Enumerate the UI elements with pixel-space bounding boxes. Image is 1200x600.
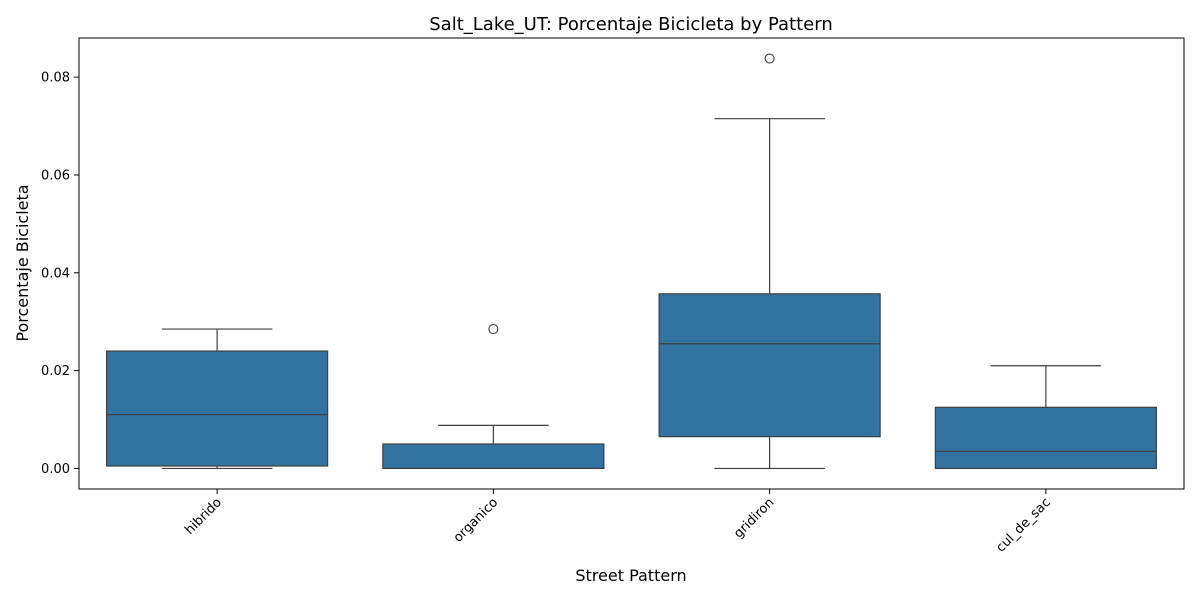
x-tick-label: gridiron (731, 495, 777, 541)
y-axis: 0.00 0.02 0.04 0.06 0.08 (41, 71, 79, 477)
chart-title: Salt_Lake_UT: Porcentaje Bicicleta by Pa… (429, 14, 833, 35)
box-body (658, 293, 881, 438)
y-tick-label: 0.08 (41, 71, 70, 86)
box-body (106, 350, 329, 467)
outlier-point (764, 53, 775, 64)
y-tick-label: 0.02 (41, 364, 70, 379)
plot-frame (78, 37, 1185, 490)
y-tick-label: 0.04 (41, 266, 70, 281)
x-tick-label: hibrido (182, 495, 225, 538)
x-axis: hibrido organico gridiron cul_de_sac (182, 489, 1054, 555)
box-organico (382, 323, 605, 470)
x-axis-label: Street Pattern (575, 566, 686, 585)
y-tick-label: 0.06 (41, 168, 70, 183)
y-axis-label: Porcentaje Bicicleta (13, 184, 32, 341)
plot-area (106, 53, 1157, 470)
box-body (934, 406, 1157, 470)
box-body (382, 443, 605, 470)
box-hibrido (106, 328, 329, 470)
outlier-point (488, 323, 499, 335)
box-gridiron (658, 53, 881, 470)
y-tick-label: 0.00 (41, 462, 70, 477)
box-cul_de_sac (934, 365, 1157, 470)
x-tick-label: organico (451, 495, 501, 545)
x-tick-label: cul_de_sac (993, 495, 1053, 555)
